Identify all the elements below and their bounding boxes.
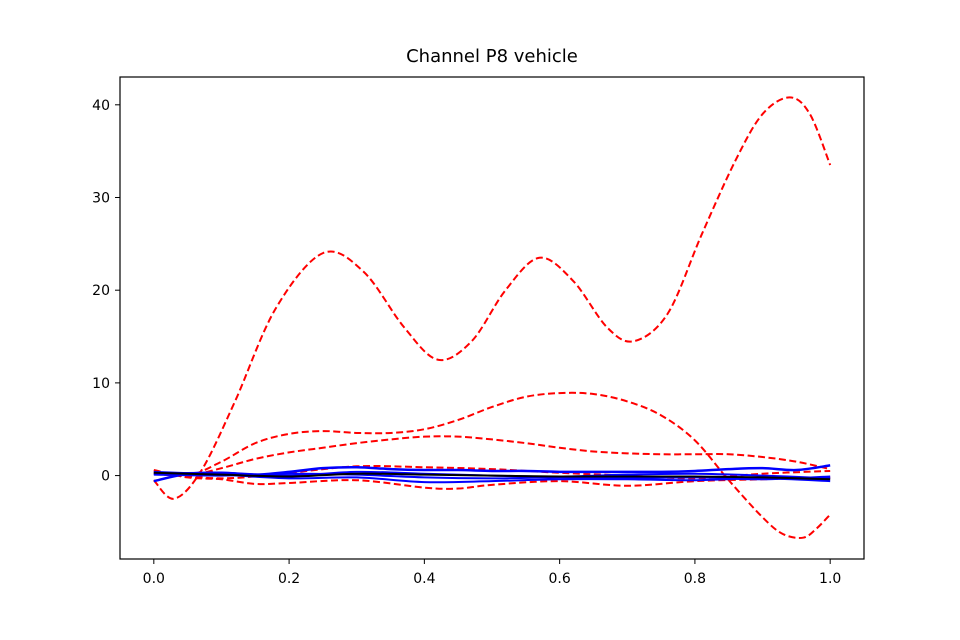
plot-frame [119,76,865,560]
x-tick-label: 1.0 [819,571,841,587]
y-axis: 0 10 20 30 40 [92,98,120,485]
series-line-3 [153,435,831,477]
series-line-10 [153,471,831,481]
x-axis: 0.0 0.2 0.4 0.6 0.8 1.0 [143,559,841,587]
series-line-7 [153,470,831,484]
series-line-5 [153,469,831,490]
chart-title: Channel P8 vehicle [406,46,578,67]
y-tick-label: 20 [92,283,110,299]
x-tick-label: 0.2 [278,571,300,587]
series-layer [153,96,832,539]
y-tick-label: 40 [92,98,110,114]
x-tick-label: 0.6 [549,571,571,587]
series-line-9 [153,472,831,481]
x-tick-label: 0.8 [684,571,706,587]
x-tick-label: 0.4 [413,571,435,587]
x-tick-label: 0.0 [143,571,165,587]
y-tick-label: 10 [92,376,110,392]
y-tick-label: 30 [92,191,110,207]
y-tick-label: 0 [101,469,110,485]
